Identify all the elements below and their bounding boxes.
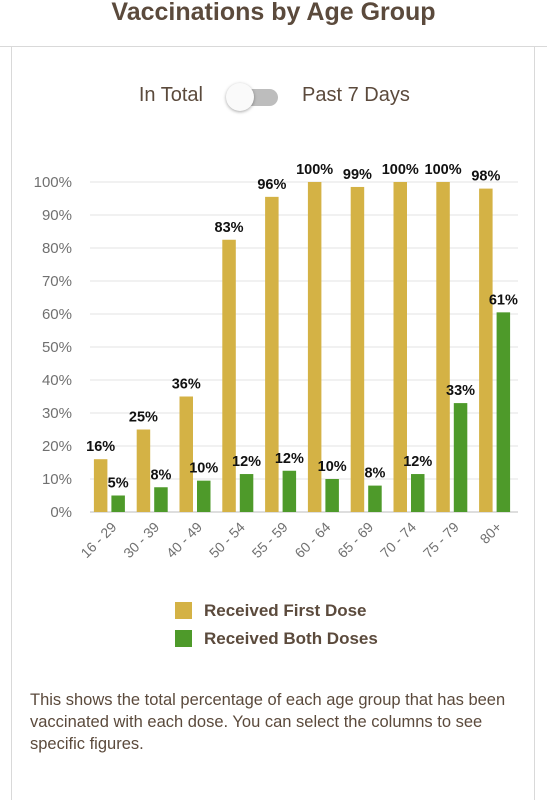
x-tick-label: 65 - 69 xyxy=(334,519,376,561)
data-label: 99% xyxy=(343,167,372,183)
bar-both-doses[interactable] xyxy=(496,312,511,512)
y-tick-label: 20% xyxy=(42,438,72,455)
bar-first-dose[interactable] xyxy=(222,239,236,512)
bar-both-doses[interactable] xyxy=(197,480,211,512)
bar-both-doses[interactable] xyxy=(411,474,425,512)
data-label: 100% xyxy=(382,162,419,178)
bar-first-dose[interactable] xyxy=(265,196,279,512)
y-axis-ticks: 0% 10% 20% 30% 40% 50% 60% 70% 80% 90% 100% xyxy=(34,174,72,521)
y-tick-label: 100% xyxy=(34,174,72,191)
legend-label-first-dose: Received First Dose xyxy=(204,601,367,620)
x-tick-label: 40 - 49 xyxy=(163,519,205,561)
header: Vaccinations by Age Group xyxy=(0,0,547,47)
y-tick-label: 80% xyxy=(42,240,72,257)
vaccination-bar-chart: 0% 10% 20% 30% 40% 50% 60% 70% 80% 90% 100% 16% 5% 2… xyxy=(34,162,518,561)
x-tick-label: 55 - 59 xyxy=(249,519,291,561)
bar-both-doses[interactable] xyxy=(239,474,254,512)
chart-card xyxy=(11,0,535,800)
x-tick-label: 30 - 39 xyxy=(120,519,162,561)
y-tick-label: 70% xyxy=(42,273,72,290)
bar-both-doses[interactable] xyxy=(453,403,468,512)
bar-both-doses[interactable] xyxy=(111,495,125,513)
data-label: 8% xyxy=(150,467,171,483)
y-tick-label: 0% xyxy=(50,504,72,521)
data-label: 10% xyxy=(189,461,218,477)
x-tick-label: 60 - 64 xyxy=(291,519,333,561)
data-label: 100% xyxy=(296,162,333,178)
switch-thumb xyxy=(226,83,254,111)
x-tick-label: 50 - 54 xyxy=(206,519,248,561)
x-axis-ticks: 16 - 29 30 - 39 40 - 49 50 - 54 55 - 59 60 - … xyxy=(77,519,504,561)
legend-label-both-doses: Received Both Doses xyxy=(204,629,378,648)
bar-first-dose[interactable] xyxy=(136,429,151,513)
bars[interactable] xyxy=(93,182,511,513)
bar-first-dose[interactable] xyxy=(350,186,365,512)
y-tick-label: 60% xyxy=(42,306,72,323)
bar-first-dose[interactable] xyxy=(436,182,450,512)
y-tick-label: 10% xyxy=(42,471,72,488)
data-label: 16% xyxy=(86,439,115,455)
y-tick-label: 40% xyxy=(42,372,72,389)
data-label: 36% xyxy=(172,377,201,393)
data-label: 61% xyxy=(489,292,518,308)
data-label: 96% xyxy=(257,177,286,193)
bar-first-dose[interactable] xyxy=(393,182,408,512)
y-tick-label: 50% xyxy=(42,339,72,356)
bar-first-dose[interactable] xyxy=(93,459,108,512)
bar-both-doses[interactable] xyxy=(368,485,382,512)
page-title: Vaccinations by Age Group xyxy=(111,0,436,26)
y-tick-label: 90% xyxy=(42,207,72,224)
time-range-toggle: In Total Past 7 Days xyxy=(0,82,547,112)
data-label: 12% xyxy=(275,451,304,467)
y-tick-label: 30% xyxy=(42,405,72,422)
x-tick-label: 80+ xyxy=(477,519,505,547)
bar-both-doses[interactable] xyxy=(154,487,168,512)
data-label: 5% xyxy=(108,476,129,492)
data-label: 12% xyxy=(403,454,432,470)
legend-swatch-both-doses xyxy=(175,630,192,647)
legend-swatch-first-dose xyxy=(175,602,192,619)
x-tick-label: 70 - 74 xyxy=(377,519,419,561)
data-label: 33% xyxy=(446,383,475,399)
data-label: 10% xyxy=(318,459,347,475)
bar-both-doses[interactable] xyxy=(282,470,297,512)
data-label: 98% xyxy=(471,169,500,185)
x-tick-label: 75 - 79 xyxy=(420,519,462,561)
data-label: 83% xyxy=(215,220,244,236)
data-labels: 16% 5% 25% 8% 36% 10% 83% 12% 96% 12% 100% 10% 99% 8%… xyxy=(86,162,518,492)
data-label: 8% xyxy=(364,466,385,482)
bar-first-dose[interactable] xyxy=(179,396,194,513)
bar-first-dose[interactable] xyxy=(479,188,493,512)
chart-description: This shows the total percentage of each … xyxy=(30,691,506,753)
x-tick-label: 16 - 29 xyxy=(77,519,119,561)
bar-both-doses[interactable] xyxy=(325,479,339,512)
data-label: 12% xyxy=(232,454,261,470)
bar-first-dose[interactable] xyxy=(307,182,322,512)
toggle-label-past-7-days[interactable]: Past 7 Days xyxy=(302,84,410,106)
time-range-switch[interactable] xyxy=(226,82,280,112)
data-label: 25% xyxy=(129,410,158,426)
toggle-label-in-total[interactable]: In Total xyxy=(138,84,203,106)
data-label: 100% xyxy=(425,162,462,178)
